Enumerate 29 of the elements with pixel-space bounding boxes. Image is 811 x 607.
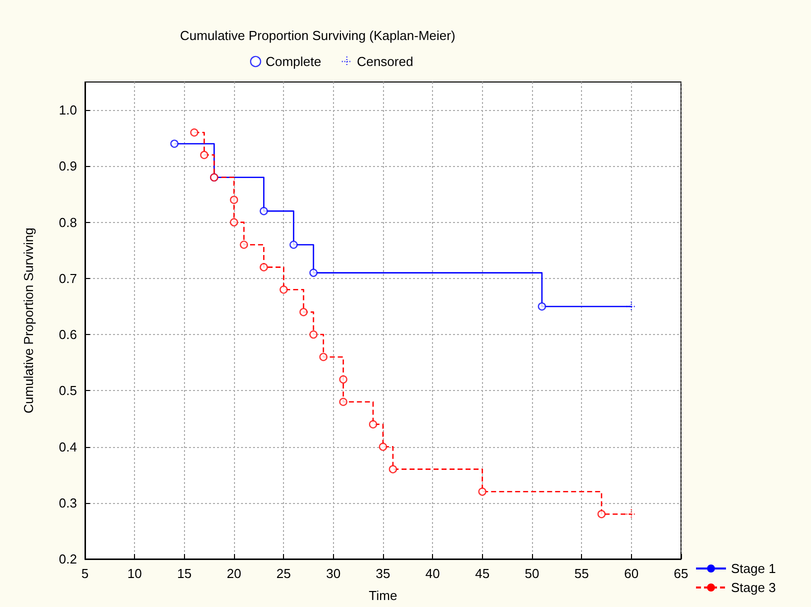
y-tick-label: 0.9 [58,158,77,174]
legend-label: Stage 1 [731,561,776,576]
y-tick-label: 0.8 [58,214,77,230]
legend-label: Censored [356,54,414,69]
x-tick-label: 40 [425,566,440,581]
x-tick-label: 65 [674,566,688,581]
x-tick-label: 10 [127,566,142,581]
x-tick-label: 60 [624,566,639,581]
x-tick-label: 30 [326,566,341,581]
y-tick-label: 0.7 [58,270,77,286]
legend-label: Complete [266,54,322,69]
x-tick-label: 15 [177,566,192,581]
x-tick-label: 50 [524,566,540,581]
y-tick-label: 0.5 [58,383,77,398]
x-tick-label: 55 [574,566,589,581]
x-tick-label: 25 [276,566,291,581]
y-axis-title: Cumulative Proportion Surviving [21,228,36,414]
legend-label: Stage 3 [731,580,776,595]
x-tick-label: 5 [81,566,89,581]
y-tick-label: 0.3 [58,495,77,510]
x-tick-label: 20 [226,566,242,581]
chart-title: Cumulative Proportion Surviving (Kaplan-Meier) [180,28,456,43]
y-tick-label: 0.6 [58,327,77,342]
x-tick-label: 45 [475,566,490,581]
y-tick-label: 0.2 [58,552,77,566]
x-axis-title: Time [368,588,398,603]
y-tick-label: 1.0 [58,102,77,118]
y-tick-label: 0.4 [58,439,77,454]
x-tick-label: 35 [376,566,390,581]
